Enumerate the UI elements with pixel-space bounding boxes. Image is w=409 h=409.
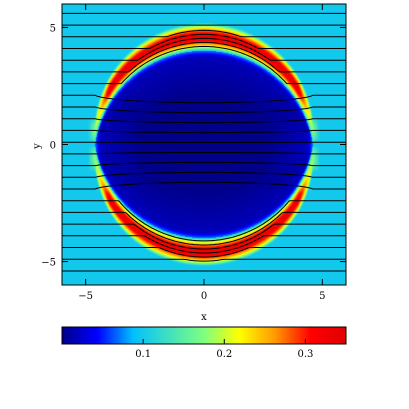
colorbar-ticks: 0.1 0.2 0.3 [135, 339, 313, 360]
y-axis-ticks: 5 0 −5 [41, 23, 346, 269]
contour-line-20 [62, 247, 346, 258]
y-tick-label-2: −5 [41, 258, 56, 269]
colorbar-bar [61, 326, 347, 345]
heatmap-plot: −5 0 5 5 0 −5 [41, 3, 347, 302]
contour-line-9 [62, 118, 346, 124]
y-tick-label-1: 0 [50, 141, 56, 152]
contour-line-18 [62, 223, 346, 250]
contour-line-15 [62, 181, 346, 190]
contour-line-3 [62, 33, 346, 49]
colorbar: 0.1 0.2 0.3 [61, 326, 347, 360]
x-tick-label-0: −5 [78, 291, 93, 302]
x-axis-label: x [201, 312, 207, 323]
contour-line-17 [62, 211, 346, 246]
contour-line-5 [62, 41, 346, 73]
contour-line-4 [62, 37, 346, 61]
heatmap-field [62, 4, 346, 285]
contour-line-19 [62, 235, 346, 254]
contour-line-7 [62, 94, 346, 104]
colorbar-tick-label-2: 0.3 [297, 349, 313, 360]
x-tick-label-1: 0 [201, 291, 207, 302]
contour-line-13 [62, 161, 346, 167]
contour-line-12 [62, 152, 346, 155]
contour-line-2 [62, 29, 346, 38]
contour-line-16 [62, 200, 346, 242]
x-tick-label-2: 5 [319, 291, 325, 302]
contour-line-21 [62, 258, 346, 262]
contour-line-6 [62, 45, 346, 85]
contour-line-8 [62, 106, 346, 114]
y-axis-label: y [32, 143, 43, 150]
contour-line-10 [62, 129, 346, 134]
y-tick-label-0: 5 [50, 23, 56, 34]
contour-lines [62, 12, 346, 272]
x-axis-ticks: −5 0 5 [78, 4, 326, 302]
contour-line-14 [62, 171, 346, 178]
colorbar-tick-label-0: 0.1 [135, 349, 151, 360]
colorbar-tick-label-1: 0.2 [216, 349, 232, 360]
